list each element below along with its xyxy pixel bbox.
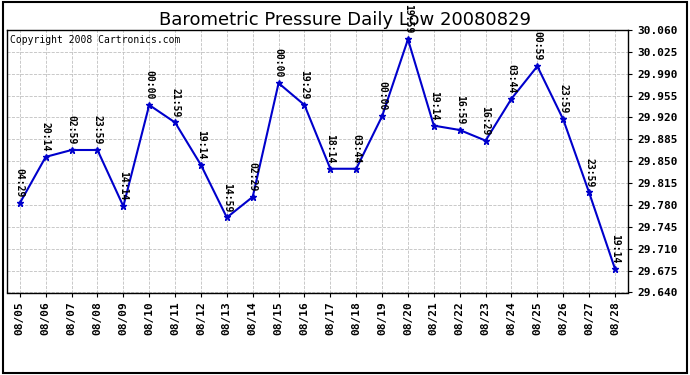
Text: Barometric Pressure Daily Low 20080829: Barometric Pressure Daily Low 20080829 [159, 11, 531, 29]
Text: 19:14: 19:14 [610, 234, 620, 263]
Text: 18:14: 18:14 [326, 134, 335, 163]
Text: 03:44: 03:44 [351, 134, 361, 163]
Text: 04:29: 04:29 [15, 168, 25, 198]
Text: 16:29: 16:29 [481, 106, 491, 135]
Text: 23:59: 23:59 [558, 84, 568, 114]
Text: 00:59: 00:59 [533, 32, 542, 61]
Text: 16:59: 16:59 [455, 95, 464, 124]
Text: 19:29: 19:29 [299, 70, 309, 99]
Text: 00:00: 00:00 [377, 81, 387, 111]
Text: 00:00: 00:00 [274, 48, 284, 78]
Text: 02:29: 02:29 [248, 162, 257, 191]
Text: 02:59: 02:59 [67, 115, 77, 144]
Text: 19:59: 19:59 [403, 4, 413, 34]
Text: 00:00: 00:00 [144, 70, 154, 99]
Text: 20:14: 20:14 [41, 122, 50, 152]
Text: 14:59: 14:59 [222, 183, 232, 212]
Text: 19:14: 19:14 [429, 91, 439, 120]
Text: 19:14: 19:14 [196, 130, 206, 159]
Text: 14:14: 14:14 [119, 171, 128, 201]
Text: 23:59: 23:59 [92, 115, 102, 144]
Text: 21:59: 21:59 [170, 88, 180, 117]
Text: 03:44: 03:44 [506, 64, 516, 93]
Text: Copyright 2008 Cartronics.com: Copyright 2008 Cartronics.com [10, 35, 180, 45]
Text: 23:59: 23:59 [584, 158, 594, 187]
